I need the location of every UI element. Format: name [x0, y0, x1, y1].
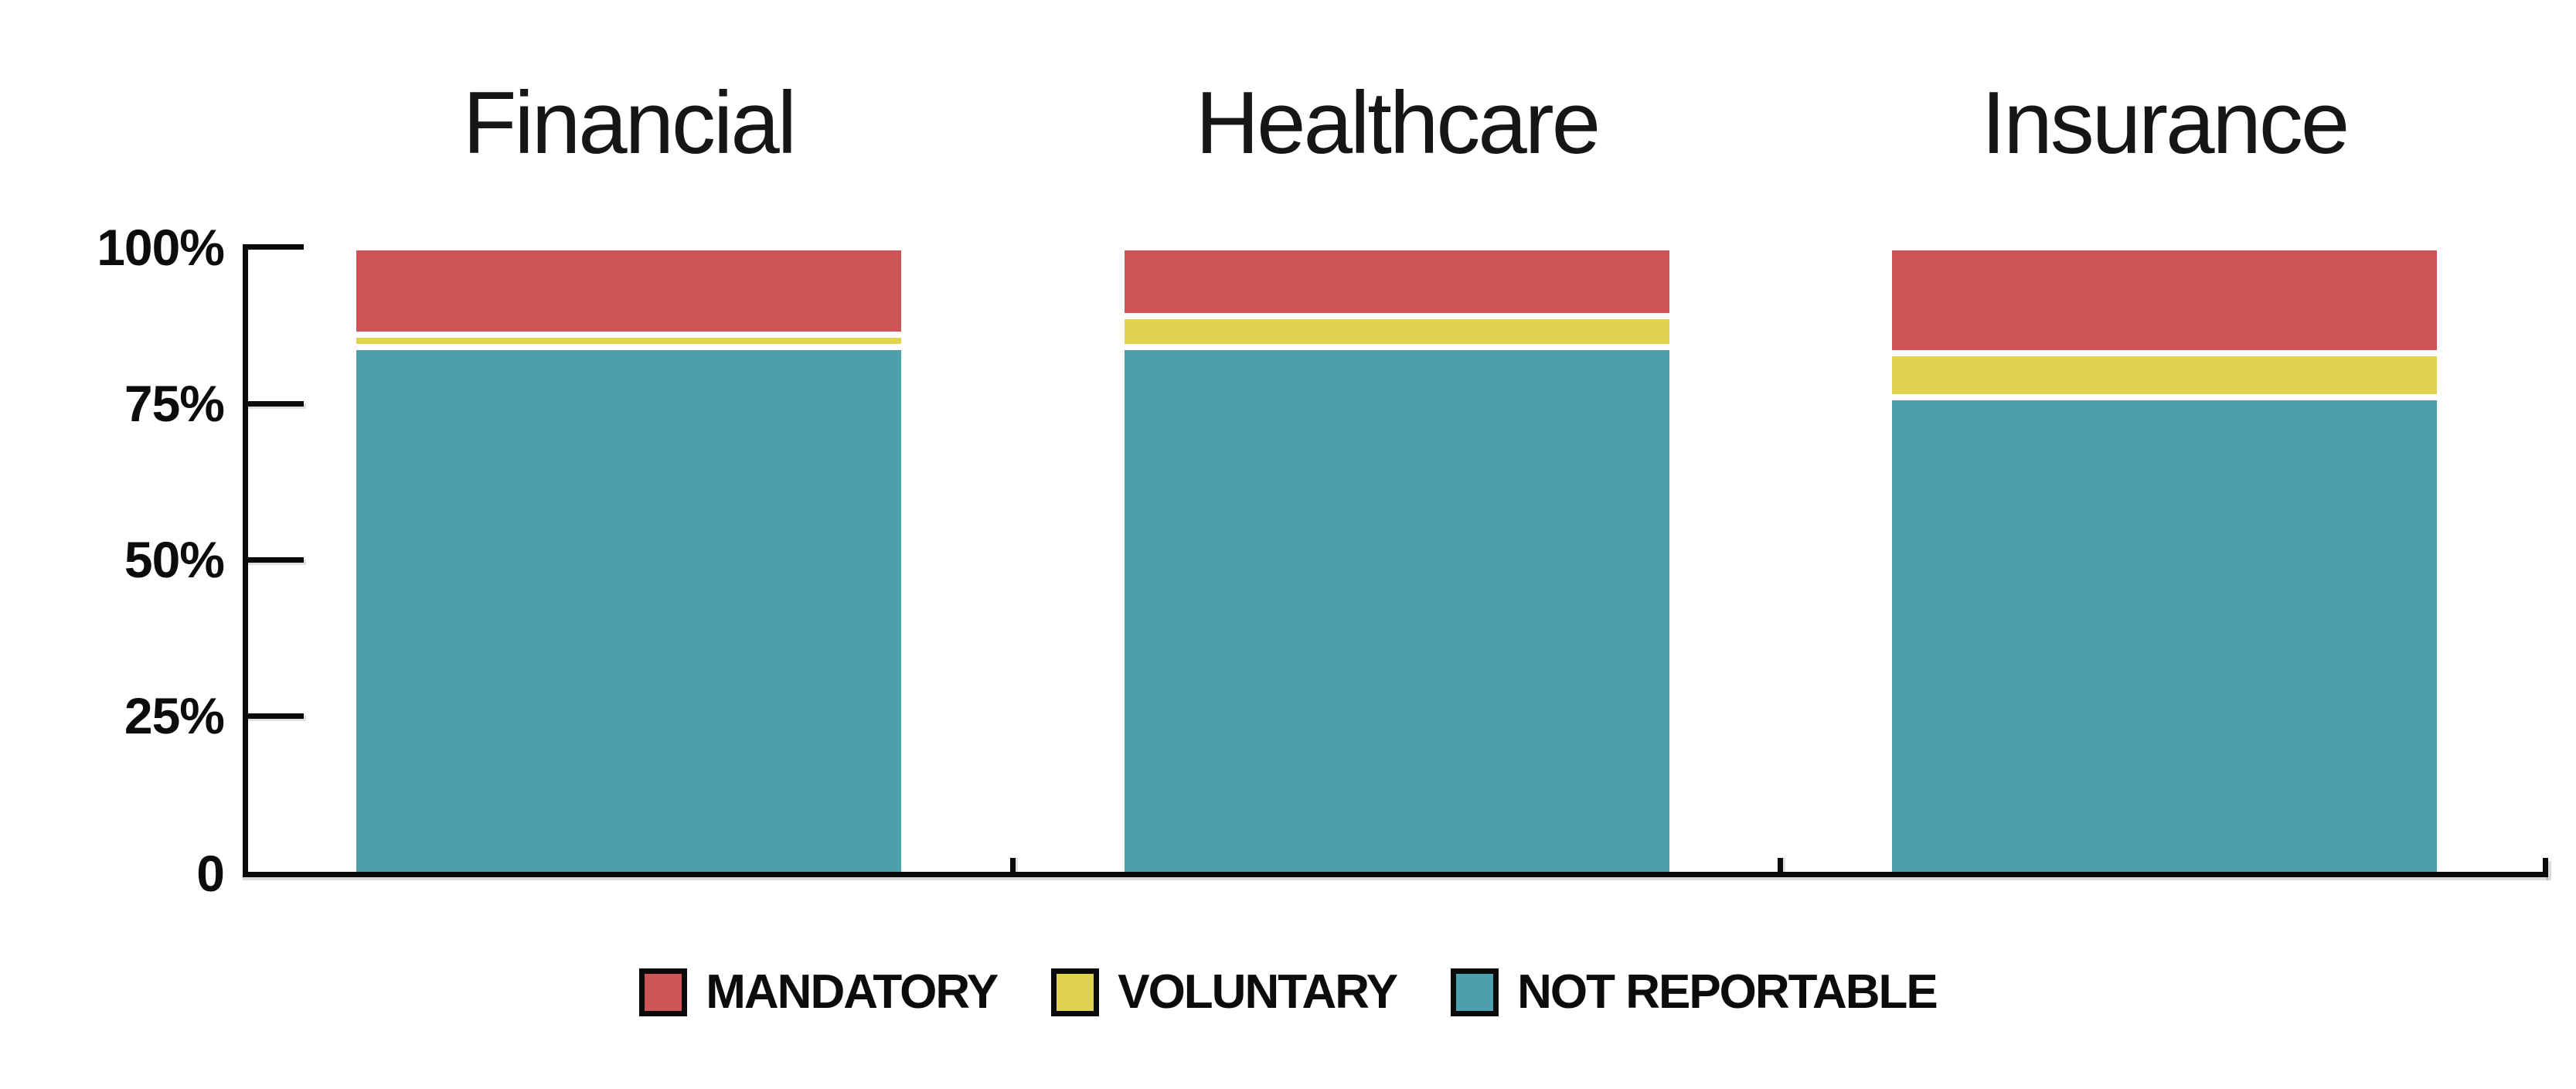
legend-swatch-voluntary-icon	[1051, 968, 1100, 1016]
segment-financial-not-reportable	[353, 347, 904, 872]
segment-financial-mandatory	[353, 247, 904, 335]
legend-item-mandatory: MANDATORY	[639, 965, 999, 1019]
y-axis-tick-100	[245, 244, 304, 250]
segment-insurance-mandatory	[1889, 247, 2440, 354]
y-axis-tick-75	[245, 401, 304, 407]
y-tick-label-50: 50%	[124, 531, 225, 588]
x-axis-end-cap	[2543, 858, 2548, 877]
x-axis-tick-between-financial-healthcare	[1010, 858, 1016, 877]
bar-healthcare	[1121, 247, 1673, 872]
segment-healthcare-mandatory	[1121, 247, 1673, 316]
segment-financial-voluntary	[353, 335, 904, 348]
legend-swatch-mandatory-icon	[639, 968, 688, 1016]
category-title-insurance: Insurance	[1981, 74, 2350, 172]
segment-healthcare-not-reportable	[1121, 347, 1673, 872]
legend-item-not-reportable: NOT REPORTABLE	[1451, 965, 1938, 1019]
y-tick-label-100: 100%	[97, 219, 225, 276]
legend-label-not-reportable: NOT REPORTABLE	[1517, 965, 1938, 1019]
legend-swatch-not-reportable-icon	[1451, 968, 1499, 1016]
y-tick-label-75: 75%	[124, 375, 225, 432]
category-title-healthcare: Healthcare	[1195, 74, 1601, 172]
y-tick-label-25: 25%	[124, 687, 225, 744]
segment-healthcare-voluntary	[1121, 315, 1673, 348]
bar-financial	[353, 247, 904, 872]
segment-insurance-voluntary	[1889, 353, 2440, 397]
x-axis-tick-between-healthcare-insurance	[1778, 858, 1783, 877]
y-tick-label-0: 0	[196, 845, 225, 902]
legend-label-voluntary: VOLUNTARY	[1118, 965, 1398, 1019]
x-axis-line	[243, 872, 2548, 877]
legend: MANDATORY VOLUNTARY NOT REPORTABLE	[0, 965, 2576, 1019]
category-title-financial: Financial	[462, 74, 797, 172]
legend-label-mandatory: MANDATORY	[706, 965, 999, 1019]
y-axis-tick-50	[245, 557, 304, 563]
y-axis-tick-25	[245, 713, 304, 719]
legend-item-voluntary: VOLUNTARY	[1051, 965, 1398, 1019]
bar-insurance	[1889, 247, 2440, 872]
segment-insurance-not-reportable	[1889, 396, 2440, 872]
